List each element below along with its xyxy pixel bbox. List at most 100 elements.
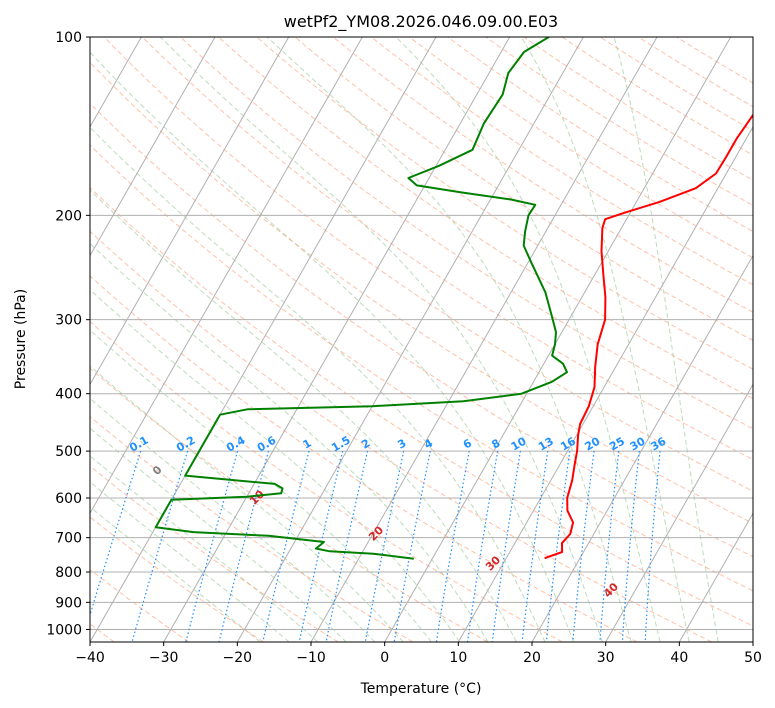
dry-adiabat-label: 30 <box>483 553 503 573</box>
moist-adiabat <box>395 37 661 642</box>
mixing-ratio-line <box>90 450 142 617</box>
dry-adiabat <box>90 102 753 558</box>
x-tick-label: −40 <box>75 650 105 666</box>
chart-title: wetPf2_YM08.2026.046.09.00.E03 <box>284 12 558 32</box>
mixing-ratio-label: 3 <box>395 437 408 452</box>
y-tick-label: 100 <box>55 30 82 46</box>
dry-adiabat <box>90 465 339 642</box>
moist-adiabat <box>90 506 261 642</box>
y-tick-label: 700 <box>55 531 82 547</box>
moist-adiabat <box>520 37 690 642</box>
x-tick-label: 10 <box>449 650 467 666</box>
isotherm-line <box>531 254 753 642</box>
sounding-traces <box>154 37 753 560</box>
y-tick-label: 1000 <box>46 622 82 638</box>
plot-frame <box>89 36 754 643</box>
isotherm-line <box>163 37 511 642</box>
x-tick-label: −20 <box>223 650 253 666</box>
dry-adiabat <box>90 144 753 592</box>
mixing-ratio-line <box>466 450 499 642</box>
dry-adiabat <box>90 320 563 642</box>
x-tick-label: 20 <box>523 650 541 666</box>
mixing-ratio-line <box>131 450 189 642</box>
dry-adiabat <box>294 37 753 342</box>
isotherm-line <box>752 640 753 642</box>
y-tick-label: 600 <box>55 491 82 507</box>
y-tick-label: 500 <box>55 444 82 460</box>
x-tick-label: 50 <box>744 650 762 666</box>
dry-adiabat <box>599 37 753 132</box>
mixing-ratio-line <box>185 450 239 642</box>
dry-adiabat <box>676 37 753 84</box>
x-tick-label: −30 <box>149 650 179 666</box>
moist-adiabat <box>90 481 290 642</box>
x-tick-label: −10 <box>296 650 326 666</box>
x-axis-ticks: −40 −30 −20 −10 0 10 20 30 40 50 <box>75 642 762 666</box>
mixing-ratio-line <box>393 450 431 642</box>
moist-adiabats <box>90 37 719 642</box>
mixing-ratio-line <box>545 451 571 642</box>
plot-area: 0.10.20.40.611.52346810131620253036-100-… <box>0 37 753 642</box>
isotherm-line <box>384 37 732 642</box>
mixing-ratio-label: 4 <box>422 436 435 451</box>
isotherm-line <box>90 37 437 642</box>
mixing-ratio-line <box>491 451 521 642</box>
moist-adiabat <box>90 455 319 642</box>
mixing-ratio-line <box>572 451 595 642</box>
mixing-ratio-line <box>325 450 369 642</box>
y-axis-label: Pressure (hPa) <box>13 289 29 389</box>
isotherm-line <box>678 512 753 642</box>
dry-adiabat <box>218 37 753 400</box>
y-tick-label: 900 <box>55 595 82 611</box>
isotherm-line <box>90 37 363 515</box>
dry-adiabat <box>90 275 638 642</box>
isotherm-line <box>236 37 584 642</box>
moist-adiabat <box>90 126 546 642</box>
dew-point-trace <box>154 37 568 560</box>
moist-adiabat <box>160 37 603 642</box>
y-tick-label: 800 <box>55 565 82 581</box>
mixing-ratio-lines <box>90 450 661 642</box>
mixing-ratio-label: 6 <box>461 436 474 451</box>
moist-adiabat <box>90 329 432 642</box>
mixing-ratio-label: 2 <box>359 437 372 452</box>
moist-adiabat <box>90 242 489 642</box>
moist-adiabat <box>90 289 461 642</box>
mixing-ratio-line <box>599 451 620 642</box>
mixing-ratio-line <box>262 450 310 642</box>
mixing-ratio-line <box>298 450 344 642</box>
isotherm-line <box>310 37 658 642</box>
mixing-ratio-line <box>218 450 269 642</box>
moist-adiabat <box>266 37 632 642</box>
isotherm-line <box>457 125 753 642</box>
x-tick-label: 0 <box>380 650 389 666</box>
x-axis-label: Temperature (°C) <box>360 681 482 697</box>
dry-adiabat <box>409 37 753 259</box>
mixing-ratio-line <box>644 451 661 642</box>
dry-adiabat <box>638 37 753 108</box>
y-tick-label: 300 <box>55 313 82 329</box>
dry-adiabat <box>141 37 753 461</box>
dry-adiabat <box>90 61 753 525</box>
isotherm-line <box>90 37 290 386</box>
moist-adiabat <box>90 189 517 642</box>
dry-adiabat <box>332 37 753 313</box>
mixing-ratio-line <box>521 451 549 642</box>
dry-adiabat <box>90 367 488 642</box>
moist-adiabat <box>613 37 719 642</box>
y-tick-label: 200 <box>55 208 82 224</box>
y-axis-ticks: 1000 900 800 700 600 500 400 300 200 100 <box>46 30 90 638</box>
dry-adiabat <box>447 37 753 232</box>
dry-adiabat <box>103 37 753 492</box>
dry-adiabat <box>90 230 712 642</box>
dry-adiabat <box>523 37 753 181</box>
moist-adiabat <box>90 51 575 642</box>
dry-adiabat-label: 40 <box>601 580 621 600</box>
isotherm-line <box>90 37 216 257</box>
y-tick-label: 400 <box>55 387 82 403</box>
mixing-ratio-line <box>621 451 640 642</box>
dry-adiabat-label: 0 <box>150 463 165 478</box>
isotherm-line <box>0 37 68 642</box>
moist-adiabat <box>90 427 347 642</box>
